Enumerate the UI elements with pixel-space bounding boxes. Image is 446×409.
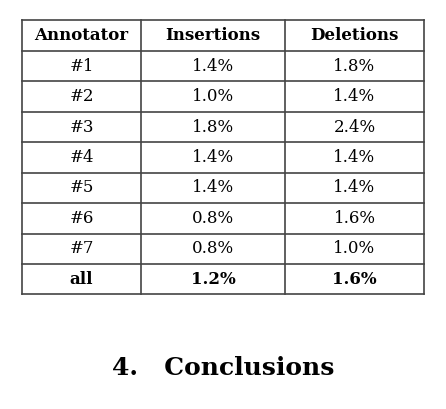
- Text: #5: #5: [69, 180, 94, 196]
- Text: 4.   Conclusions: 4. Conclusions: [112, 356, 334, 380]
- Text: 1.2%: 1.2%: [190, 271, 235, 288]
- Text: #2: #2: [69, 88, 94, 105]
- Text: 1.6%: 1.6%: [332, 271, 377, 288]
- Text: 0.8%: 0.8%: [192, 210, 234, 227]
- Text: 2.4%: 2.4%: [334, 119, 376, 135]
- Text: 1.4%: 1.4%: [192, 58, 234, 74]
- Text: #7: #7: [69, 240, 94, 257]
- Text: 1.4%: 1.4%: [192, 149, 234, 166]
- Text: #4: #4: [69, 149, 94, 166]
- Text: 1.4%: 1.4%: [334, 149, 376, 166]
- Text: 1.4%: 1.4%: [192, 180, 234, 196]
- Text: 1.8%: 1.8%: [334, 58, 376, 74]
- Text: 1.8%: 1.8%: [192, 119, 234, 135]
- Text: all: all: [70, 271, 93, 288]
- Text: #6: #6: [69, 210, 94, 227]
- Text: 1.4%: 1.4%: [334, 180, 376, 196]
- Text: 0.8%: 0.8%: [192, 240, 234, 257]
- Text: Insertions: Insertions: [165, 27, 260, 44]
- Text: 1.6%: 1.6%: [334, 210, 376, 227]
- Text: 1.0%: 1.0%: [334, 240, 376, 257]
- Text: 1.4%: 1.4%: [334, 88, 376, 105]
- Text: Deletions: Deletions: [310, 27, 399, 44]
- Text: 1.0%: 1.0%: [192, 88, 234, 105]
- Text: #1: #1: [69, 58, 94, 74]
- Text: #3: #3: [69, 119, 94, 135]
- Text: Annotator: Annotator: [34, 27, 128, 44]
